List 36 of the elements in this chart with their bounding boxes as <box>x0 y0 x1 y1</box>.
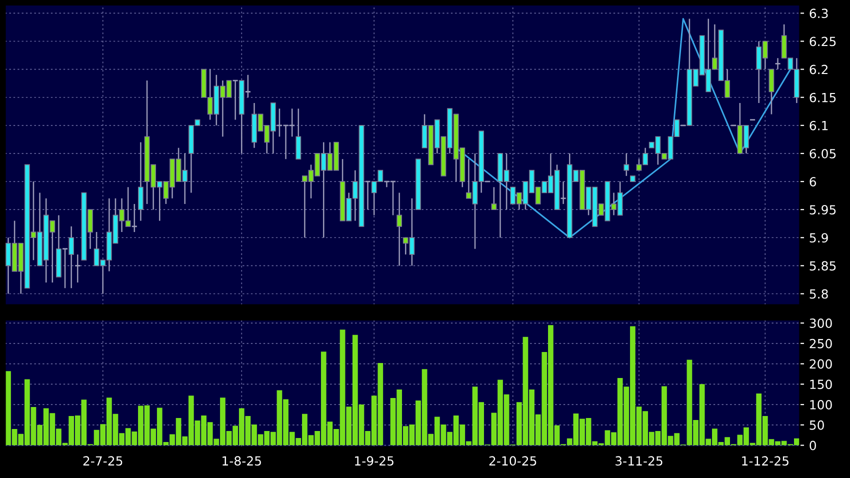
y-tick-label: 6.25 <box>810 36 836 46</box>
y-tick-label: 250 <box>810 338 832 348</box>
candlestick <box>560 180 567 205</box>
x-tick-label: 1-9-25 <box>355 456 394 466</box>
candlestick <box>768 68 774 115</box>
x-tick-label: 1-8-25 <box>222 456 261 466</box>
y-tick-label: 6.15 <box>810 92 836 102</box>
y-tick-label: 50 <box>810 420 824 430</box>
y-tick-label: 100 <box>810 400 832 410</box>
y-tick-label: 5.8 <box>810 289 828 299</box>
y-tick-label: 300 <box>810 318 832 328</box>
x-tick-label: 1-12-25 <box>742 456 788 466</box>
candlestick <box>138 142 144 222</box>
candlestick <box>244 74 252 98</box>
y-tick-label: 6.1 <box>810 120 828 130</box>
candlestick <box>131 203 138 233</box>
candlestick <box>624 152 630 177</box>
y-tick-label: 6.2 <box>810 64 828 74</box>
x-tick-label: 2-7-25 <box>83 456 122 466</box>
y-tick-label: 6.3 <box>810 8 828 18</box>
y-tick-label: 5.95 <box>810 205 836 215</box>
x-tick-label: 3-11-25 <box>616 456 662 466</box>
candlestick <box>296 108 302 160</box>
x-tick-label: 2-10-25 <box>489 456 536 466</box>
y-tick-label: 200 <box>810 359 832 369</box>
y-tick-label: 5.9 <box>810 233 828 243</box>
y-tick-label: 6.05 <box>810 148 836 158</box>
candlestick <box>774 57 781 70</box>
y-tick-label: 0 <box>810 440 816 450</box>
y-tick-label: 150 <box>810 380 832 390</box>
candlestick <box>491 186 497 210</box>
candlestick <box>396 192 402 266</box>
candlestick <box>74 254 81 284</box>
y-tick-label: 5.85 <box>810 261 836 271</box>
candlestick <box>62 248 68 289</box>
y-tick-label: 6 <box>810 176 816 186</box>
